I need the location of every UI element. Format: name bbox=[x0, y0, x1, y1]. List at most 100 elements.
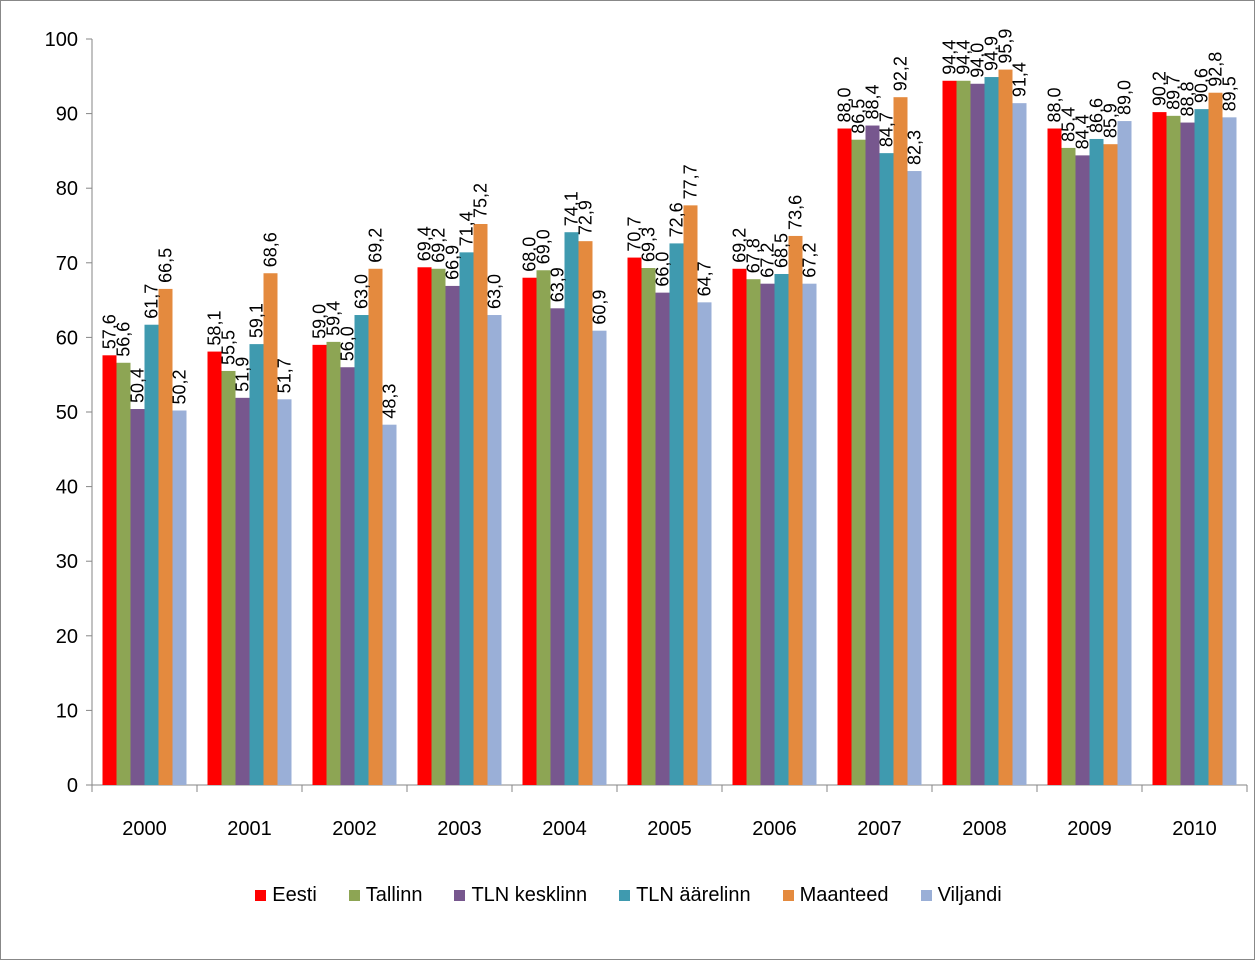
data-label: 57,6 bbox=[100, 314, 120, 349]
x-tick-label: 2007 bbox=[857, 818, 902, 840]
legend-swatch bbox=[619, 889, 631, 901]
bar bbox=[1089, 138, 1104, 786]
legend-item: TLN äärelinn bbox=[619, 884, 751, 907]
legend-item: Tallinn bbox=[348, 883, 423, 907]
bar bbox=[564, 232, 579, 786]
legend-swatch bbox=[782, 889, 794, 901]
data-label: 88,0 bbox=[835, 87, 855, 122]
bar bbox=[431, 268, 446, 785]
data-label: 73,6 bbox=[786, 195, 806, 230]
data-label: 86,6 bbox=[1087, 98, 1107, 133]
bar bbox=[326, 341, 341, 785]
bar bbox=[522, 277, 537, 785]
data-label: 90,2 bbox=[1150, 71, 1170, 106]
bar bbox=[459, 252, 474, 785]
legend-swatch bbox=[255, 889, 267, 901]
bar bbox=[1194, 109, 1209, 785]
bar bbox=[760, 283, 775, 785]
bar bbox=[340, 367, 355, 785]
legend-item: Eesti bbox=[255, 883, 317, 907]
data-label: 85,4 bbox=[1059, 107, 1079, 142]
bar bbox=[578, 241, 593, 785]
bar bbox=[1208, 92, 1223, 786]
legend-label: Tallinn bbox=[365, 883, 423, 906]
bar bbox=[1117, 121, 1132, 785]
data-label: 75,2 bbox=[471, 183, 491, 218]
data-label: 60,9 bbox=[590, 290, 610, 325]
data-label: 92,8 bbox=[1206, 52, 1226, 87]
data-label: 89,7 bbox=[1164, 75, 1184, 110]
bar bbox=[487, 315, 502, 785]
data-label: 71,4 bbox=[457, 211, 477, 246]
data-label: 63,0 bbox=[485, 274, 505, 309]
bar bbox=[669, 243, 684, 786]
bar bbox=[893, 97, 908, 786]
bar bbox=[1012, 103, 1027, 785]
data-label: 92,2 bbox=[891, 56, 911, 91]
data-label: 67,8 bbox=[744, 238, 764, 273]
bar bbox=[172, 410, 187, 785]
data-label: 69,2 bbox=[366, 228, 386, 263]
bar bbox=[417, 267, 432, 785]
legend-label: TLN kesklinn bbox=[471, 883, 588, 906]
legend-label: TLN äärelinn bbox=[636, 883, 751, 906]
data-label: 88,8 bbox=[1178, 82, 1198, 117]
data-label: 63,0 bbox=[352, 274, 372, 309]
x-tick-label: 2002 bbox=[332, 818, 377, 840]
data-label: 50,2 bbox=[170, 369, 190, 404]
legend-label: Maanteed bbox=[799, 883, 889, 906]
legend-swatch bbox=[348, 889, 360, 901]
bar bbox=[998, 69, 1013, 785]
bar bbox=[1061, 147, 1076, 785]
x-tick-label: 2001 bbox=[227, 818, 272, 840]
data-label: 48,3 bbox=[380, 384, 400, 419]
bar bbox=[837, 128, 852, 785]
bar bbox=[984, 77, 999, 785]
bar bbox=[865, 125, 880, 785]
y-tick-label: 50 bbox=[56, 402, 78, 424]
bar bbox=[1180, 122, 1195, 785]
x-tick-label: 2006 bbox=[752, 818, 797, 840]
bar bbox=[144, 324, 159, 785]
x-tick-label: 2003 bbox=[437, 818, 482, 840]
data-label: 51,9 bbox=[233, 357, 253, 392]
bar bbox=[158, 288, 173, 785]
x-tick-label: 2010 bbox=[1172, 818, 1217, 840]
bar bbox=[382, 424, 397, 785]
legend-item: Viljandi bbox=[920, 884, 1002, 907]
bar bbox=[1166, 115, 1181, 785]
data-label: 69,2 bbox=[429, 228, 449, 263]
legend: Eesti Tallinn TLN kesklinn TLN äärelinn Maan… bbox=[1, 879, 1255, 911]
data-label: 66,5 bbox=[156, 248, 176, 283]
data-label: 59,1 bbox=[247, 303, 267, 338]
bar bbox=[732, 268, 747, 785]
bar bbox=[249, 344, 264, 785]
data-label: 74,1 bbox=[562, 191, 582, 226]
y-tick-label: 0 bbox=[67, 775, 78, 797]
bar bbox=[221, 370, 236, 785]
y-tick-label: 90 bbox=[56, 104, 78, 126]
y-tick-label: 80 bbox=[56, 178, 78, 200]
legend-label: Eesti bbox=[272, 883, 317, 906]
data-label: 67,2 bbox=[800, 243, 820, 278]
bar bbox=[312, 344, 327, 785]
y-tick-label: 40 bbox=[56, 477, 78, 499]
bar bbox=[683, 205, 698, 785]
data-label: 89,0 bbox=[1115, 80, 1135, 115]
data-label: 64,7 bbox=[695, 261, 715, 296]
data-label: 50,4 bbox=[128, 368, 148, 403]
y-tick-label: 30 bbox=[56, 551, 78, 573]
bar bbox=[956, 80, 971, 785]
data-label: 69,2 bbox=[730, 228, 750, 263]
data-label: 68,6 bbox=[261, 232, 281, 267]
data-label: 89,5 bbox=[1220, 76, 1240, 111]
y-tick-label: 10 bbox=[56, 700, 78, 722]
data-label: 84,7 bbox=[877, 112, 897, 147]
bar bbox=[788, 235, 803, 786]
bar bbox=[277, 399, 292, 785]
data-label: 69,4 bbox=[415, 226, 435, 261]
bar bbox=[207, 351, 222, 785]
data-label: 72,9 bbox=[576, 200, 596, 235]
